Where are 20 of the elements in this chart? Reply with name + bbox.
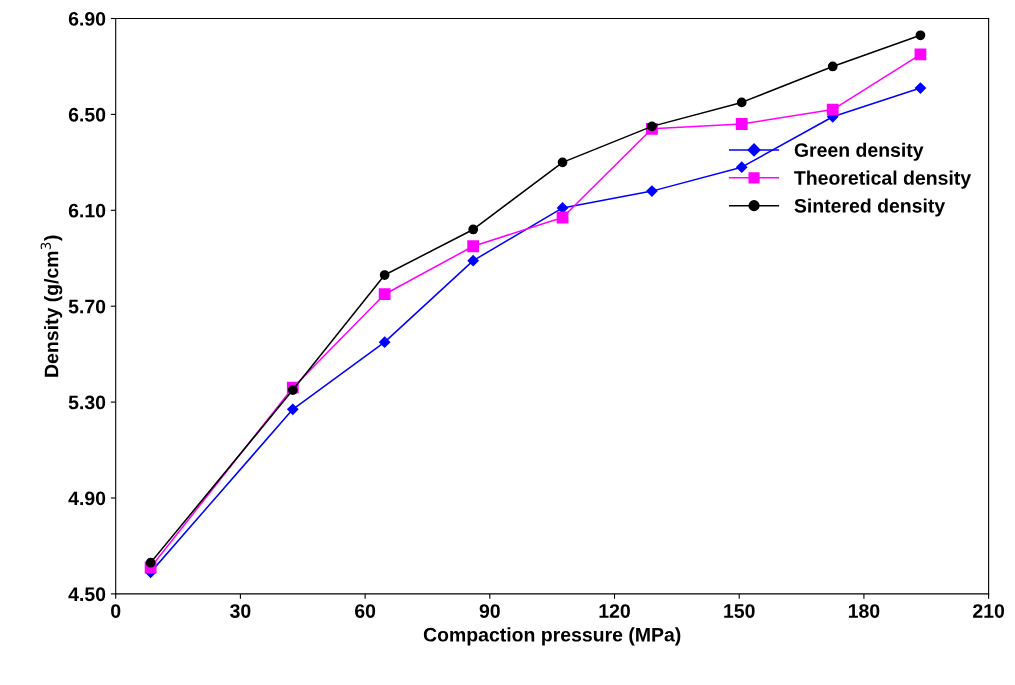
y-tick-label: 4.50 [68,587,106,602]
y-tick-label: 6.10 [68,203,106,218]
x-tick-label: 90 [479,604,500,618]
x-axis-title: Compaction pressure (MPa) [423,627,681,646]
y-tick-label: 5.70 [68,299,106,314]
x-tick-label: 30 [230,604,251,618]
y-axis-title: Density (g/cm$^{3}$) [40,235,63,377]
x-tick-label: 120 [599,604,630,618]
x-tick-label: 60 [355,604,376,618]
y-tick-label: 6.50 [68,107,106,122]
legend-label: Green density [794,142,924,161]
x-tick-label: 0 [111,604,121,618]
legend-label: Sintered density [794,198,946,217]
x-tick-label: 150 [724,604,755,618]
y-tick-label: 5.30 [68,395,106,410]
y-tick-label: 4.90 [68,491,106,506]
legend-label: Theoretical density [794,170,972,189]
x-tick-label: 210 [973,604,1005,618]
x-tick-label: 180 [848,604,880,618]
y-tick-label: 6.90 [68,11,106,26]
